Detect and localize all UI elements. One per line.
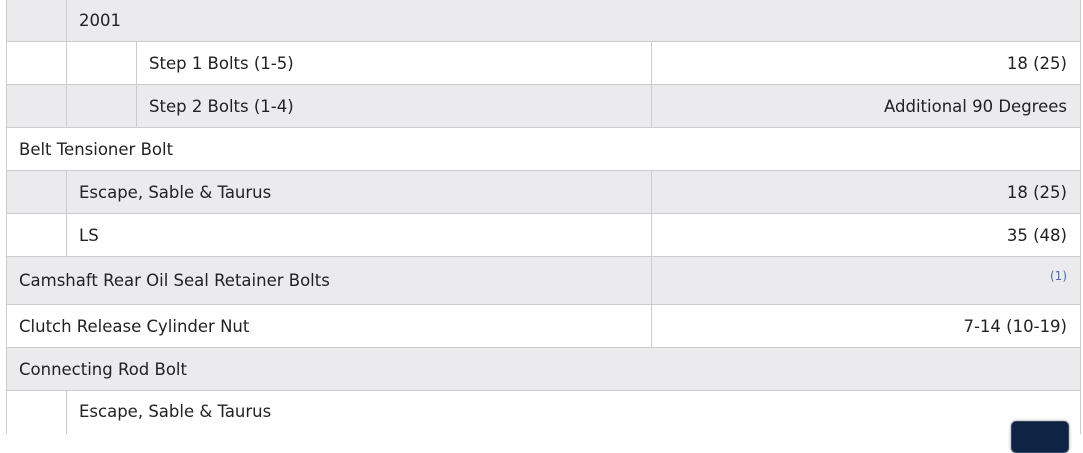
row-value: 18 (25) xyxy=(651,171,1080,213)
row-label: Escape, Sable & Taurus xyxy=(66,171,651,213)
row-value: 18 (25) xyxy=(651,42,1080,84)
row-label: Step 2 Bolts (1-4) xyxy=(136,85,651,127)
indent-cell xyxy=(7,214,66,256)
row-label: LS xyxy=(66,214,651,256)
indent-cell xyxy=(7,42,66,84)
table-row: Step 1 Bolts (1-5) 18 (25) xyxy=(6,42,1081,85)
table-row: Clutch Release Cylinder Nut 7-14 (10-19) xyxy=(6,305,1081,348)
row-label: Camshaft Rear Oil Seal Retainer Bolts xyxy=(19,271,330,290)
row-value: Additional 90 Degrees xyxy=(651,85,1080,127)
table-row: Escape, Sable & Taurus 18 (25) xyxy=(6,171,1081,214)
table-row: Belt Tensioner Bolt xyxy=(6,128,1081,171)
footnote-link[interactable]: (1) xyxy=(1050,269,1067,283)
scroll-to-top-button[interactable] xyxy=(1011,421,1069,453)
row-value: (1) xyxy=(651,257,1080,304)
indent-cell xyxy=(7,0,66,41)
indent-cell xyxy=(66,42,136,84)
row-value: 35 (48) xyxy=(651,214,1080,256)
row-label: Connecting Rod Bolt xyxy=(19,359,187,379)
row-label: Clutch Release Cylinder Nut xyxy=(19,316,250,336)
row-label: Step 1 Bolts (1-5) xyxy=(136,42,651,84)
row-value: 7-14 (10-19) xyxy=(651,305,1080,347)
table-row: Camshaft Rear Oil Seal Retainer Bolts (1… xyxy=(6,257,1081,305)
indent-cell xyxy=(66,85,136,127)
table-row: Connecting Rod Bolt xyxy=(6,348,1081,391)
indent-cell xyxy=(7,171,66,213)
row-label: Belt Tensioner Bolt xyxy=(19,139,174,159)
indent-cell xyxy=(7,391,66,434)
indent-cell xyxy=(7,85,66,127)
table-row: Escape, Sable & Taurus xyxy=(6,391,1081,434)
row-label: Escape, Sable & Taurus xyxy=(66,391,651,434)
table-row: Step 2 Bolts (1-4) Additional 90 Degrees xyxy=(6,85,1081,128)
table-row: 2001 xyxy=(6,0,1081,42)
table-row: LS 35 (48) xyxy=(6,214,1081,257)
row-label: 2001 xyxy=(66,0,1080,41)
